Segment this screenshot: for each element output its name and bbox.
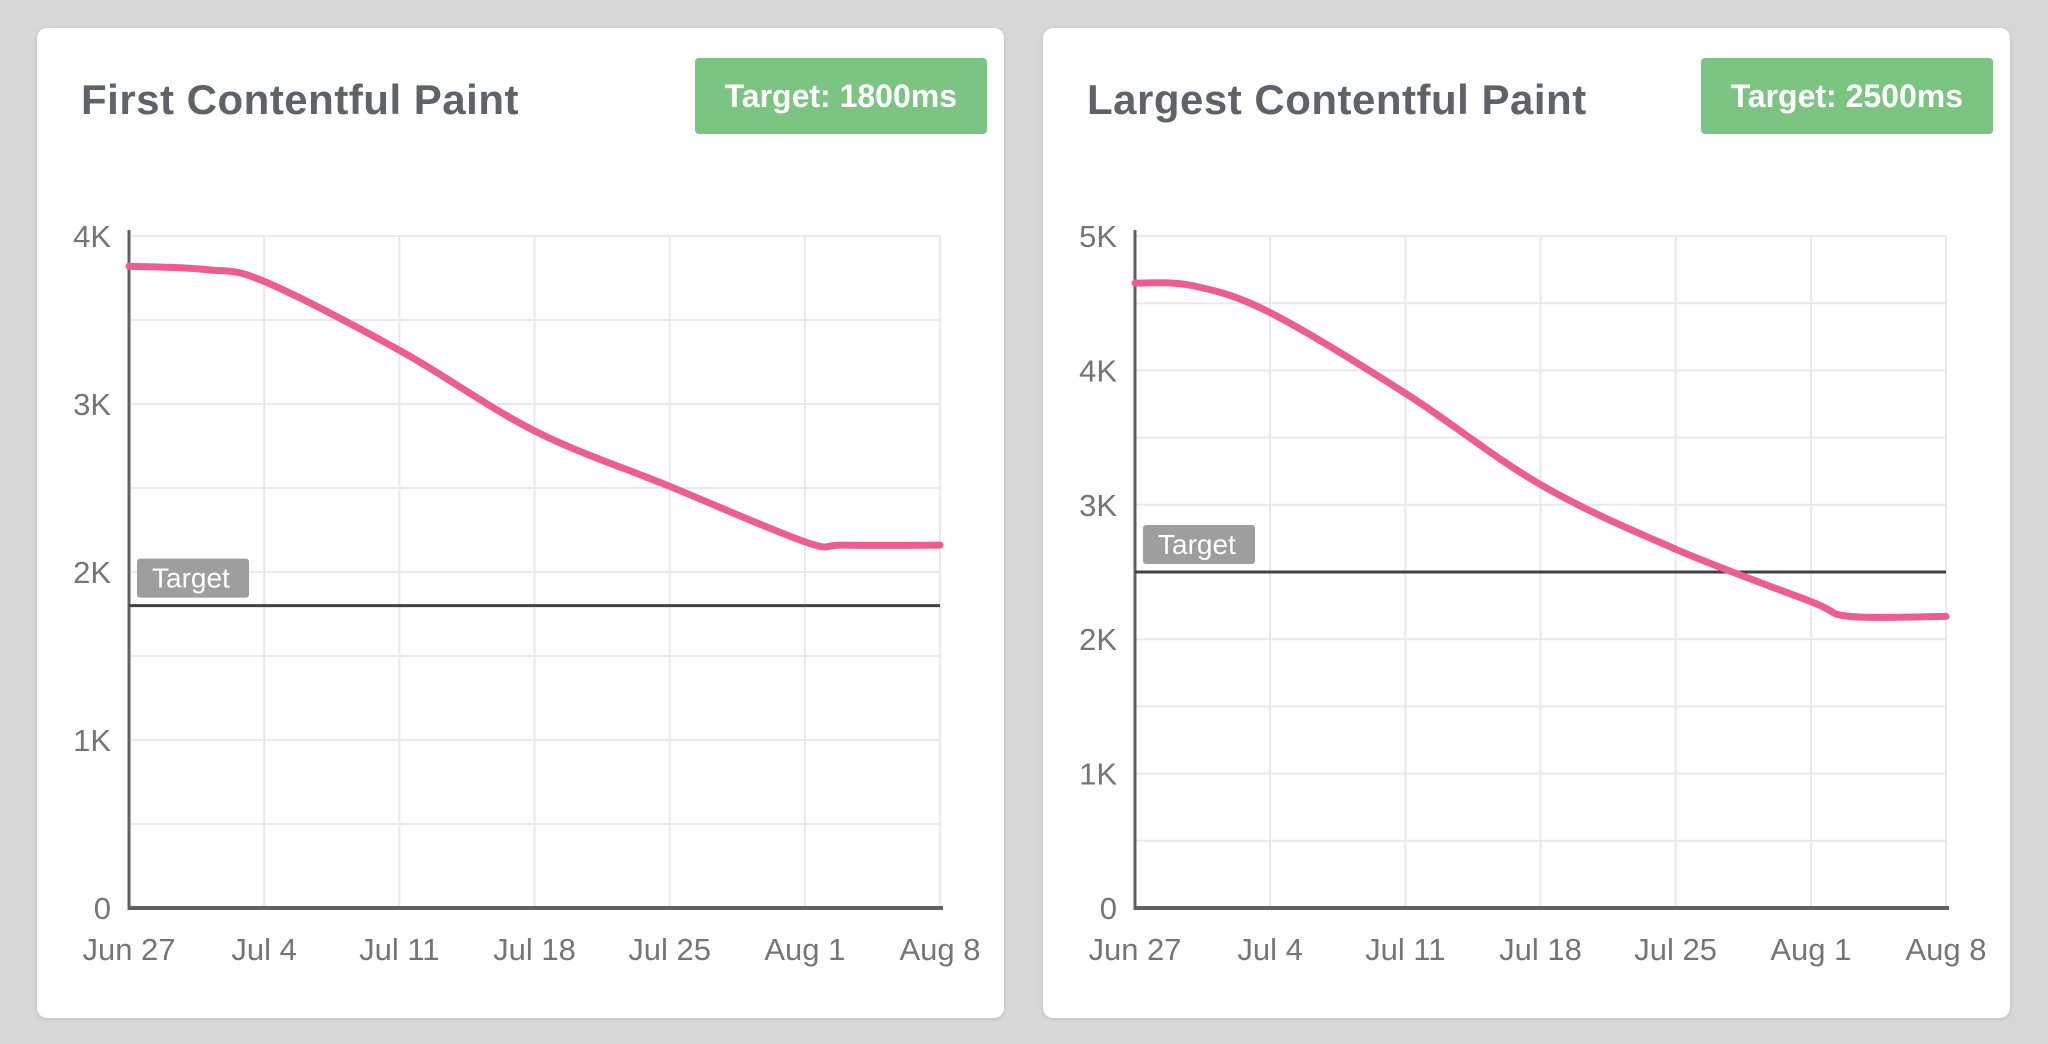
svg-text:1K: 1K [1079,757,1117,792]
svg-text:Jul 11: Jul 11 [359,932,439,967]
fcp-card: First Contentful Paint Target: 1800ms 0 1… [37,28,1004,1018]
svg-text:0: 0 [94,891,111,926]
svg-text:4K: 4K [1079,353,1117,388]
svg-text:Aug 1: Aug 1 [1770,932,1851,967]
svg-text:0: 0 [1100,891,1117,926]
svg-text:Aug 1: Aug 1 [764,932,845,967]
svg-text:4K: 4K [73,219,111,254]
fcp-target-badge: Target: 1800ms [694,58,987,134]
svg-text:3K: 3K [1079,488,1117,523]
fcp-card-title: First Contentful Paint [81,76,519,123]
svg-text:Jul 25: Jul 25 [628,932,711,967]
svg-text:Aug 8: Aug 8 [1905,932,1986,967]
lcp-card-title: Largest Contentful Paint [1087,76,1587,123]
svg-text:5K: 5K [1079,219,1117,254]
lcp-chart: 0 1K 2K 3K 4K 5K Jun 27 Jul 4 Jul 11 Jul 18 Jul 25… [1079,219,1986,967]
svg-text:Jul 18: Jul 18 [493,932,576,967]
svg-text:3K: 3K [73,387,111,422]
fcp-chart: 0 1K 2K 3K 4K Jun 27 Jul 4 Jul 11 Jul 18 Jul 25 Au… [73,219,980,967]
svg-text:Jul 11: Jul 11 [1365,932,1445,967]
svg-text:Target: Target [152,563,230,594]
svg-text:Jul 25: Jul 25 [1634,932,1717,967]
svg-text:Jul 4: Jul 4 [231,932,296,967]
svg-text:Jul 18: Jul 18 [1499,932,1582,967]
svg-text:Aug 8: Aug 8 [899,932,980,967]
svg-text:2K: 2K [73,555,111,590]
svg-text:Jul 4: Jul 4 [1237,932,1302,967]
svg-text:Jun 27: Jun 27 [82,932,175,967]
lcp-target-badge: Target: 2500ms [1700,58,1993,134]
svg-text:Jun 27: Jun 27 [1088,932,1181,967]
svg-text:2K: 2K [1079,622,1117,657]
lcp-card: Largest Contentful Paint Target: 2500ms … [1043,28,2010,1018]
svg-text:1K: 1K [73,723,111,758]
svg-text:Target: Target [1158,529,1236,560]
